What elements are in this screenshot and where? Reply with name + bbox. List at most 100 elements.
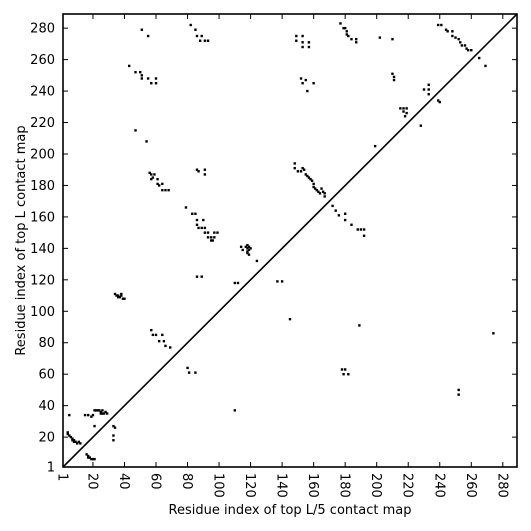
contact-point: [113, 292, 117, 296]
contact-point: [66, 432, 69, 436]
contact-point: [465, 47, 468, 50]
contact-point: [112, 424, 115, 428]
contact-point: [189, 23, 192, 27]
contact-point: [391, 37, 394, 41]
contact-point: [246, 244, 249, 247]
contact-point: [72, 440, 76, 444]
contact-point: [116, 295, 120, 299]
contact-point: [301, 41, 304, 44]
x-tick-label: 60: [148, 473, 163, 490]
y-tick-label: 120: [30, 273, 55, 288]
contact-point: [216, 231, 219, 234]
contact-point: [194, 212, 197, 215]
contact-point: [91, 457, 95, 461]
contact-point: [419, 124, 423, 127]
contact-point: [101, 409, 104, 412]
y-tick-label: 280: [30, 22, 55, 37]
contact-point: [343, 212, 347, 215]
plot-frame: [62, 13, 518, 468]
contact-point: [71, 437, 74, 440]
contact-point: [194, 371, 197, 374]
y-tick-label: 220: [30, 116, 55, 131]
contact-point: [112, 439, 115, 442]
contact-point: [187, 371, 191, 374]
contact-point: [340, 368, 344, 371]
contact-point: [83, 413, 87, 417]
contact-point: [90, 415, 93, 418]
x-tick-label: 220: [400, 473, 415, 498]
contact-point: [492, 332, 495, 335]
contact-point: [295, 34, 298, 38]
contact-point: [343, 368, 347, 371]
contact-point: [90, 457, 93, 461]
contact-point: [470, 48, 473, 52]
x-tick-label: 160: [305, 473, 320, 498]
y-tick-label: 60: [38, 368, 55, 383]
contact-point: [98, 409, 101, 412]
contact-point: [154, 82, 158, 85]
contact-point: [150, 173, 153, 176]
contact-point: [403, 115, 407, 118]
contact-point: [120, 292, 123, 296]
contact-point: [120, 294, 123, 297]
contact-point: [427, 88, 430, 91]
contact-points: [66, 22, 495, 461]
y-tick-label: 140: [30, 242, 55, 257]
y-tick-label: 260: [30, 53, 55, 68]
contact-point: [345, 30, 348, 33]
contact-point: [209, 239, 213, 242]
contact-point: [68, 413, 71, 417]
contact-point: [280, 280, 284, 283]
contact-point: [191, 212, 194, 215]
contact-point: [402, 110, 405, 113]
contact-point: [457, 388, 460, 392]
contact-point: [246, 251, 249, 255]
x-tick-label: 1: [55, 473, 70, 481]
x-tick-label: 280: [494, 473, 509, 498]
contact-point: [405, 111, 408, 115]
contact-point: [151, 176, 155, 179]
contact-point: [72, 439, 76, 442]
contact-point: [146, 77, 150, 80]
contact-point: [113, 426, 117, 429]
y-tick-label: 180: [30, 179, 55, 194]
contact-point: [293, 162, 296, 165]
contact-point: [392, 75, 396, 79]
contact-point: [128, 64, 131, 68]
contact-point: [463, 44, 467, 47]
contact-point: [457, 393, 460, 396]
contact-point: [307, 176, 311, 179]
contact-point: [422, 88, 426, 91]
contact-point: [342, 372, 345, 376]
contact-point: [317, 190, 320, 193]
contact-point: [161, 188, 164, 192]
contact-point: [150, 82, 153, 85]
contact-point: [355, 41, 358, 44]
y-tick-label: 40: [38, 399, 55, 414]
contact-point: [331, 204, 334, 208]
contact-point: [200, 34, 203, 38]
contact-point: [203, 226, 207, 230]
contact-point: [200, 275, 203, 278]
contact-point: [121, 297, 125, 300]
contact-point: [355, 37, 358, 41]
contact-point: [134, 70, 137, 74]
contact-point: [306, 89, 309, 93]
contact-point: [358, 324, 361, 327]
contact-point: [288, 317, 292, 321]
contact-point: [299, 77, 303, 80]
contact-point: [87, 413, 90, 417]
contact-point: [195, 168, 199, 171]
contact-point: [301, 34, 304, 38]
contact-point: [391, 72, 394, 75]
contact-point: [334, 209, 337, 212]
contact-point: [203, 168, 207, 171]
contact-point: [307, 45, 311, 49]
contact-point: [213, 236, 216, 239]
contact-point: [203, 231, 207, 234]
contact-point: [153, 173, 156, 176]
contact-point: [99, 410, 103, 414]
contact-point: [309, 177, 312, 181]
contact-point: [213, 231, 216, 234]
